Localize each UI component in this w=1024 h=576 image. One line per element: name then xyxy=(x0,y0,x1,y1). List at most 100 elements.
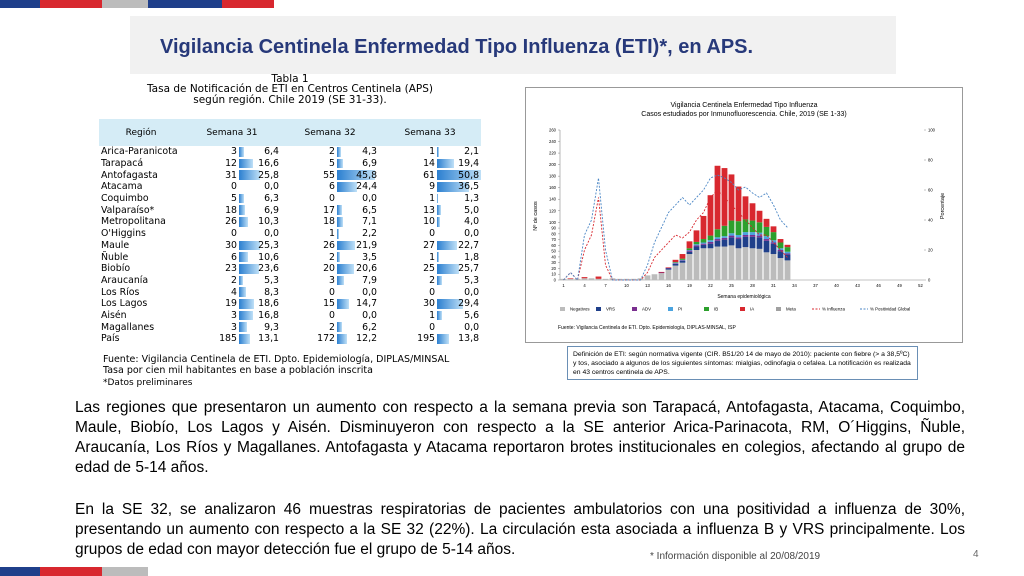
rate-value: 6,9 xyxy=(362,158,378,170)
rate-w32: 4,3 xyxy=(337,146,379,158)
rate-w31: 16,6 xyxy=(239,158,281,170)
rate-w31: 23,6 xyxy=(239,263,281,275)
bar-adv xyxy=(728,235,735,238)
legend-swatch xyxy=(668,307,673,311)
table-row: Magallanes 3 9,3 2 6,2 0 0,0 xyxy=(99,321,481,333)
rate-w32: 6,5 xyxy=(337,204,379,216)
chart-grid: 0102030405060708090100120140160180200220… xyxy=(549,128,936,289)
bar-adv xyxy=(693,245,700,247)
rate-w33: 13,8 xyxy=(437,333,481,345)
y-tick-label: 100 xyxy=(549,220,557,225)
rate-value: 0,0 xyxy=(264,228,280,240)
bar-ib xyxy=(777,242,784,249)
y-tick-label: 10 xyxy=(551,272,556,277)
rate-w31: 9,3 xyxy=(239,321,281,333)
rate-bar xyxy=(239,263,259,274)
y2-tick-label: 60 xyxy=(928,188,933,193)
rate-value: 12,2 xyxy=(356,333,378,345)
info-note: * Información disponible al 20/08/2019 xyxy=(650,551,821,562)
bar-pi xyxy=(770,240,777,243)
rate-bar xyxy=(239,287,246,297)
count-w32: 0 xyxy=(329,309,336,321)
bar-adv xyxy=(763,239,770,241)
bar-ib xyxy=(672,262,679,263)
bar-ia xyxy=(595,276,602,279)
table-caption-1: Tabla 1 xyxy=(271,73,309,85)
bar-red-2 xyxy=(222,0,274,8)
legend-label: IA xyxy=(750,307,754,312)
rate-w32: 0,0 xyxy=(337,286,379,298)
count-w33: 25 xyxy=(423,263,436,275)
rate-value: 5,0 xyxy=(464,204,480,216)
rate-value: 0,0 xyxy=(362,309,378,321)
chart-title-2: Casos estudiados por Inmunofluorescencia… xyxy=(641,111,846,118)
bar-ib xyxy=(749,220,756,233)
table-row: Antofagasta 31 25,8 55 45,8 61 50,8 xyxy=(99,169,482,182)
legend-label: Meta xyxy=(786,307,796,312)
bar-adv xyxy=(707,241,714,244)
count-w33: 1 xyxy=(429,193,436,205)
chart-ylabel: Nº de casos xyxy=(532,201,539,231)
eti-definition: Definición de ETI: según normativa vigen… xyxy=(567,346,918,380)
bar-vrs xyxy=(693,246,700,250)
count-w33: 27 xyxy=(423,239,436,251)
bar-vrs xyxy=(763,240,770,253)
bar-negativos xyxy=(763,252,770,280)
table-footer-2: Tasa por cien mil habitantes en base a p… xyxy=(103,365,373,376)
rate-w33: 0,0 xyxy=(437,321,481,333)
y-tick-label: 200 xyxy=(549,162,557,167)
rate-bar xyxy=(337,322,343,332)
table-row: Atacama 0 0,0 6 24,4 9 36,5 xyxy=(99,181,481,193)
x-tick-label: 1 xyxy=(562,283,565,288)
rate-w31: 8,3 xyxy=(239,286,281,298)
region-cell: Valparaíso* xyxy=(101,204,155,216)
y-tick-label: 50 xyxy=(551,249,556,254)
rate-bar xyxy=(437,158,454,169)
bar-negativos xyxy=(672,265,679,280)
rate-value: 6,4 xyxy=(264,146,280,158)
bar-negativos xyxy=(581,278,588,280)
rate-bar xyxy=(337,298,350,309)
rate-w33: 19,4 xyxy=(437,158,481,170)
rate-w32: 0,0 xyxy=(337,310,379,322)
count-w33: 10 xyxy=(423,216,436,228)
bar-adv xyxy=(700,243,707,245)
bar-adv xyxy=(770,242,777,244)
bar-vrs xyxy=(679,260,686,263)
bar-ia xyxy=(567,278,574,279)
rate-value: 6,3 xyxy=(264,193,280,205)
x-tick-label: 7 xyxy=(604,283,607,288)
region-cell: O'Higgins xyxy=(101,228,146,240)
rate-w33: 36,5 xyxy=(437,181,481,193)
region-table: Región Semana 31 Semana 32 Semana 33 Ari… xyxy=(99,119,482,345)
rate-value: 6,5 xyxy=(362,204,378,216)
rate-w31: 10,3 xyxy=(239,216,281,228)
rate-bar xyxy=(437,334,449,344)
bar-vrs xyxy=(721,239,728,247)
rate-w33: 5,3 xyxy=(437,275,481,287)
x-tick-label: 28 xyxy=(750,283,755,288)
chart-title-1: Vigilancia Centinela Enfermedad Tipo Inf… xyxy=(671,102,818,109)
title-box xyxy=(130,16,896,74)
x-tick-label: 52 xyxy=(918,283,923,288)
bar-negativos xyxy=(707,248,714,280)
bar-ib xyxy=(770,232,777,241)
rate-bar xyxy=(337,252,340,262)
bar-ia xyxy=(707,195,714,236)
bar-ib xyxy=(784,247,791,252)
bar-pi xyxy=(721,236,728,238)
bar-ib xyxy=(721,225,728,237)
rate-value: 16,6 xyxy=(258,158,280,170)
rate-w31: 16,8 xyxy=(239,310,281,322)
rate-value: 0,0 xyxy=(464,321,480,333)
bar-ib xyxy=(714,229,721,238)
rate-bar xyxy=(337,217,343,227)
rate-bar xyxy=(337,147,341,157)
x-tick-label: 13 xyxy=(645,283,650,288)
y2-tick-label: 0 xyxy=(928,278,931,283)
bar-vrs xyxy=(784,254,791,261)
rate-value: 5,3 xyxy=(264,274,280,286)
rate-w31: 6,3 xyxy=(239,193,281,205)
bar-ia xyxy=(756,210,763,223)
bar-vrs xyxy=(735,239,742,249)
